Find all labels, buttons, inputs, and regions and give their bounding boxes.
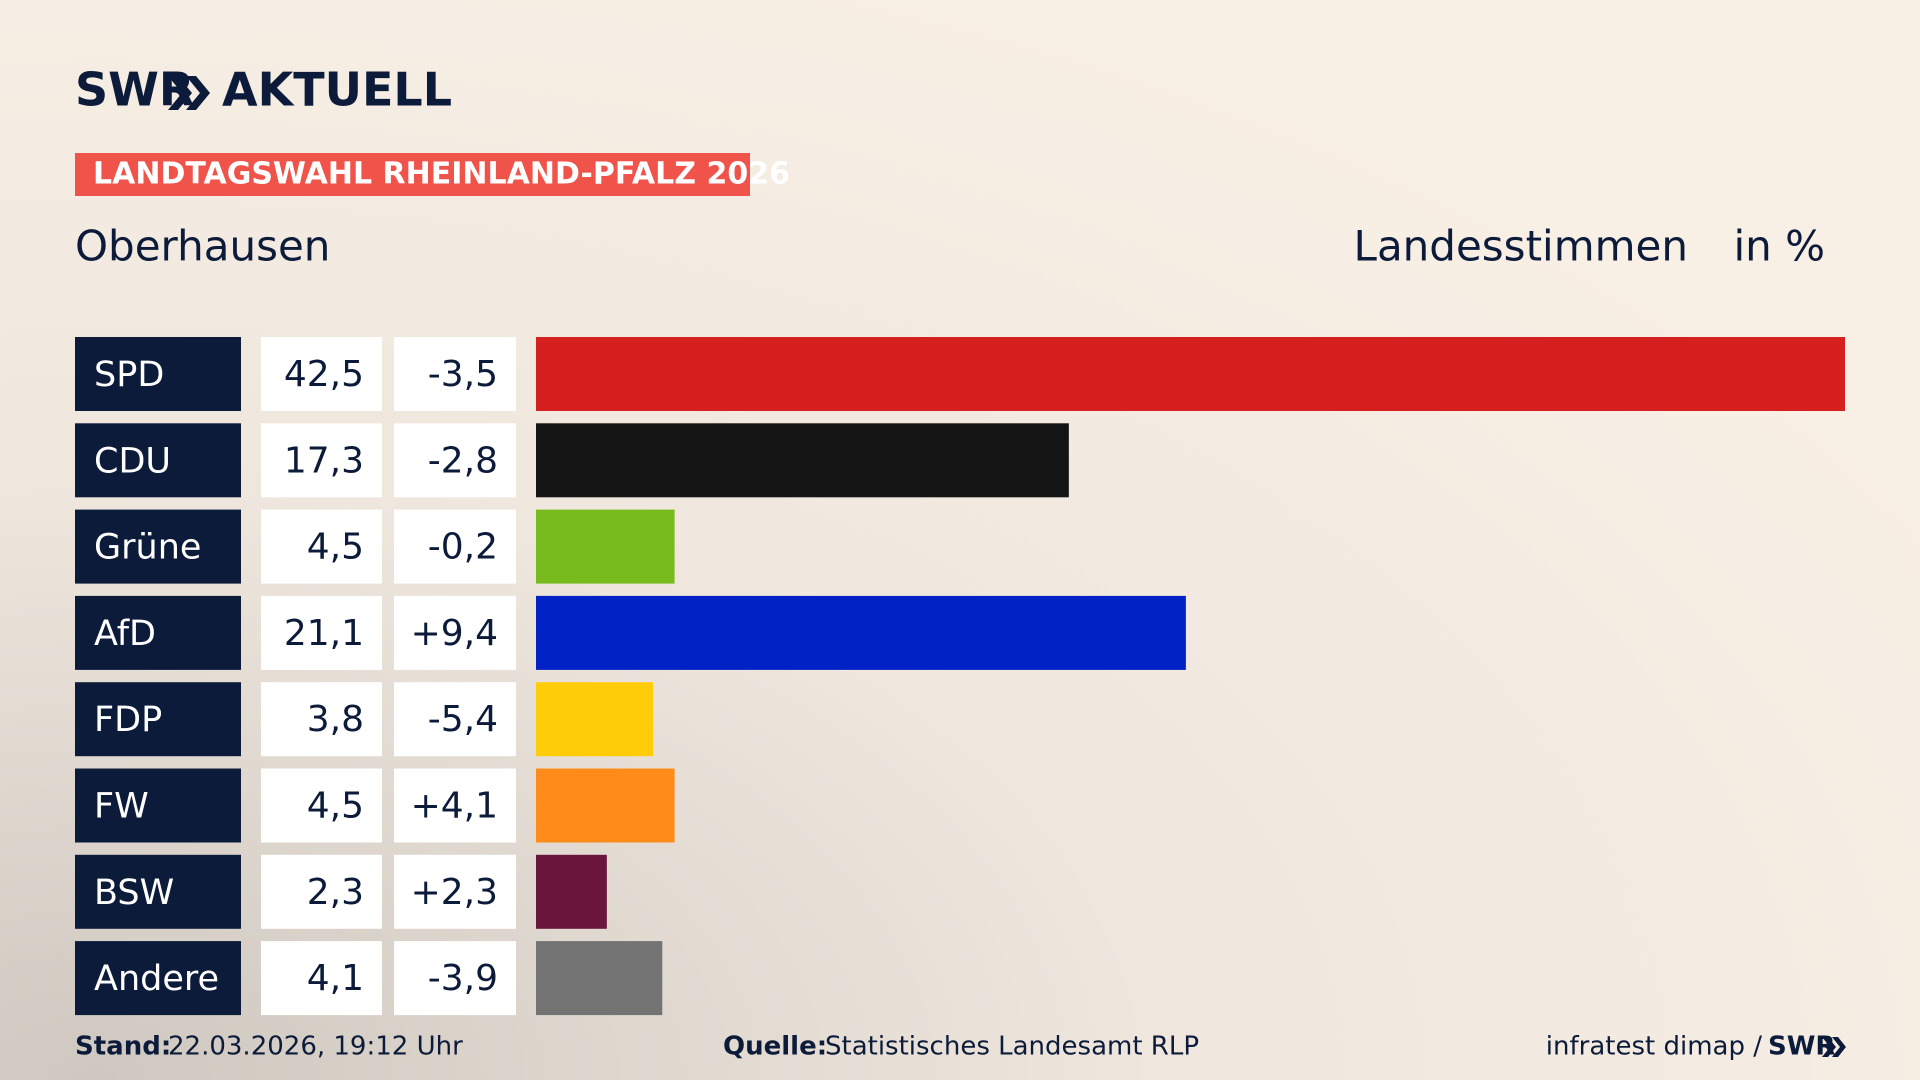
change-label: -3,5 xyxy=(428,354,498,395)
value-box xyxy=(261,509,382,584)
stand-label: Stand: xyxy=(75,1032,171,1062)
value-box xyxy=(261,423,382,498)
value-box xyxy=(261,595,382,670)
value-box xyxy=(261,768,382,843)
change-label: -3,9 xyxy=(428,958,498,999)
value-label: 17,3 xyxy=(284,440,364,481)
party-label: Andere xyxy=(94,959,219,999)
stand: 22.03.2026, 19:12 Uhr xyxy=(168,1032,463,1062)
bar xyxy=(536,682,654,757)
title-box xyxy=(75,153,750,196)
change-box xyxy=(394,337,516,411)
value-label: 21,1 xyxy=(284,613,364,654)
party-label: FW xyxy=(94,787,149,827)
bar xyxy=(536,595,1186,670)
change-box xyxy=(394,595,516,670)
party-label: Grüne xyxy=(94,528,201,568)
unit: in % xyxy=(1733,222,1825,271)
value-label: 2,3 xyxy=(307,872,364,913)
bar xyxy=(536,768,675,843)
logo-chevrons xyxy=(168,76,210,110)
bar xyxy=(536,423,1069,498)
party-label: CDU xyxy=(94,441,171,481)
value-label: 4,5 xyxy=(307,786,364,827)
change-box xyxy=(394,509,516,584)
party-box xyxy=(75,941,241,1016)
credit: infratest dimap / xyxy=(1546,1032,1762,1062)
bar xyxy=(536,337,1845,411)
change-box xyxy=(394,682,516,757)
change-box xyxy=(394,768,516,843)
value-label: 4,5 xyxy=(307,527,364,568)
value-box xyxy=(261,854,382,929)
source: Statistisches Landesamt RLP xyxy=(825,1032,1199,1062)
party-box xyxy=(75,337,241,411)
party-box xyxy=(75,509,241,584)
credit-chevrons xyxy=(1822,1037,1846,1057)
bar xyxy=(536,509,675,584)
change-label: -2,8 xyxy=(428,440,498,481)
party-box xyxy=(75,768,241,843)
change-box xyxy=(394,941,516,1016)
party-box xyxy=(75,423,241,498)
brand: AKTUELL xyxy=(222,63,452,117)
bar xyxy=(536,941,663,1016)
value-box xyxy=(261,682,382,757)
value-label: 4,1 xyxy=(307,958,364,999)
value-box xyxy=(261,941,382,1016)
change-label: +9,4 xyxy=(411,613,498,654)
rows: SPD 42,5 -3,5 CDU 17,3 -2,8 Grüne 4,5 -0,2 AfD 21,… xyxy=(75,337,1845,1016)
party-label: AfD xyxy=(94,614,156,654)
change-box xyxy=(394,423,516,498)
party-label: FDP xyxy=(94,700,162,740)
value-label: 42,5 xyxy=(284,354,364,395)
subtitle: Oberhausen xyxy=(75,222,330,271)
change-box xyxy=(394,854,516,929)
change-label: +2,3 xyxy=(411,872,498,913)
chart-title: LANDTAGSWAHL RHEINLAND-PFALZ 2026 xyxy=(93,157,790,192)
party-label: BSW xyxy=(94,873,174,913)
party-label: SPD xyxy=(94,355,164,395)
change-label: +4,1 xyxy=(411,786,498,827)
value-box xyxy=(261,337,382,411)
party-box xyxy=(75,682,241,757)
party-box xyxy=(75,595,241,670)
change-label: -5,4 xyxy=(428,699,498,740)
party-box xyxy=(75,854,241,929)
bar xyxy=(536,854,607,929)
source-label: Quelle: xyxy=(723,1032,827,1062)
measure: Landesstimmen xyxy=(1354,222,1688,271)
change-label: -0,2 xyxy=(428,527,498,568)
value-label: 3,8 xyxy=(307,699,364,740)
